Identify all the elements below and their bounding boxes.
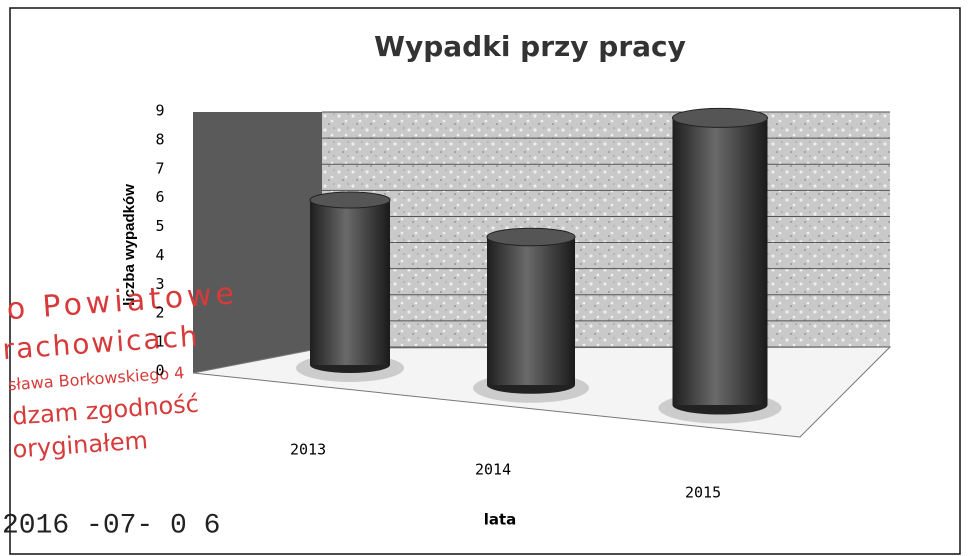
stamp-date: 2016 -07- 0 6 [2, 510, 220, 541]
y-tick-label: 6 [155, 188, 164, 206]
back-wall [322, 112, 890, 348]
y-tick-label: 9 [155, 102, 164, 120]
y-tick-label: 7 [155, 159, 164, 177]
chart-title: Wypadki przy pracy [374, 30, 686, 63]
x-tick-label: 2013 [290, 441, 326, 459]
bar [310, 200, 390, 365]
bar [487, 237, 575, 385]
bar-top [672, 107, 768, 128]
x-tick-label: 2015 [685, 484, 721, 502]
bar [672, 117, 768, 406]
y-tick-label: 0 [155, 362, 164, 380]
y-tick-label: 3 [155, 275, 164, 293]
y-tick-label: 2 [155, 304, 164, 322]
bar-top [309, 191, 391, 209]
y-tick-label: 1 [155, 333, 164, 351]
x-axis-label: lata [484, 511, 517, 529]
x-tick-label: 2014 [475, 461, 511, 479]
bar-top [486, 227, 576, 247]
y-tick-label: 4 [155, 246, 164, 264]
y-tick-label: 5 [155, 217, 164, 235]
side-wall [193, 112, 322, 373]
y-tick-label: 8 [155, 130, 164, 148]
y-axis-label: liczba wypadków [121, 184, 138, 306]
